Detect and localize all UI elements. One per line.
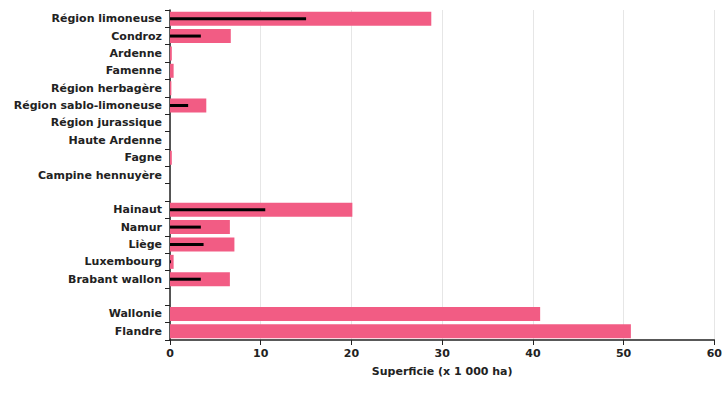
svg-text:60: 60 (707, 347, 723, 360)
svg-text:Région limoneuse: Région limoneuse (52, 12, 162, 25)
svg-text:Région sablo-limoneuse: Région sablo-limoneuse (14, 99, 162, 112)
svg-text:Wallonie: Wallonie (109, 307, 162, 320)
svg-text:Luxembourg: Luxembourg (85, 255, 162, 268)
svg-text:Fagne: Fagne (125, 151, 162, 164)
svg-text:Ardenne: Ardenne (110, 47, 162, 60)
svg-text:Flandre: Flandre (115, 325, 162, 338)
svg-text:50: 50 (616, 347, 632, 360)
svg-text:10: 10 (253, 347, 269, 360)
svg-text:Campine hennuyère: Campine hennuyère (38, 169, 162, 182)
svg-text:Région jurassique: Région jurassique (51, 116, 162, 129)
svg-text:Liège: Liège (128, 238, 162, 251)
svg-text:Famenne: Famenne (106, 64, 162, 77)
svg-text:Namur: Namur (121, 221, 163, 234)
svg-text:Région herbagère: Région herbagère (51, 82, 162, 95)
svg-text:Hainaut: Hainaut (113, 203, 162, 216)
svg-text:0: 0 (166, 347, 174, 360)
svg-text:Haute Ardenne: Haute Ardenne (69, 134, 162, 147)
svg-text:30: 30 (435, 347, 451, 360)
svg-text:40: 40 (525, 347, 541, 360)
svg-text:Brabant wallon: Brabant wallon (68, 273, 162, 286)
svg-text:Condroz: Condroz (111, 30, 162, 43)
svg-text:Superficie (x 1 000 ha): Superficie (x 1 000 ha) (372, 365, 513, 378)
svg-text:20: 20 (344, 347, 360, 360)
